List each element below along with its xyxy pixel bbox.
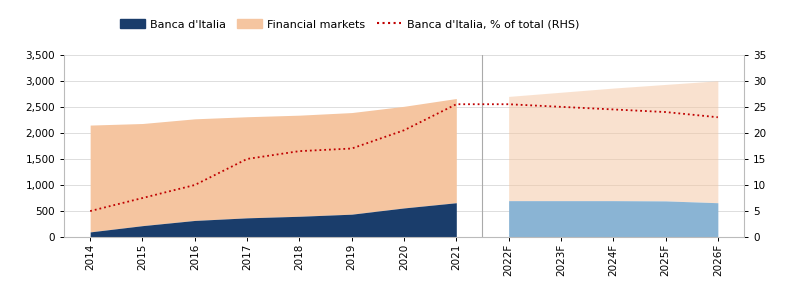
Legend: Banca d'Italia, Financial markets, Banca d'Italia, % of total (RHS): Banca d'Italia, Financial markets, Banca… bbox=[116, 15, 583, 34]
